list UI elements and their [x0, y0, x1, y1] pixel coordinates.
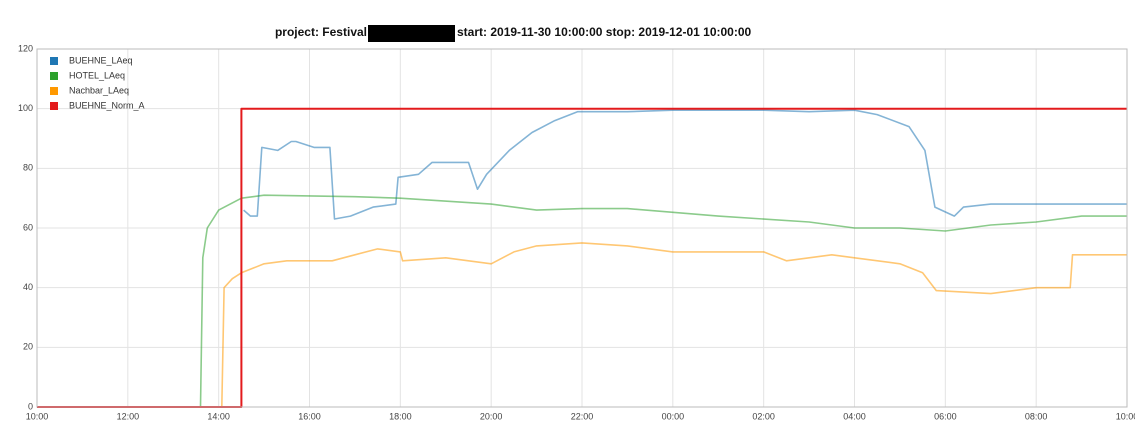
legend-swatch	[50, 57, 58, 65]
chart-title: project: Festival	[275, 25, 367, 39]
x-tick-label: 10:00	[1116, 411, 1135, 421]
x-tick-label: 22:00	[571, 411, 594, 421]
x-tick-label: 16:00	[298, 411, 321, 421]
x-tick-label: 18:00	[389, 411, 412, 421]
legend-swatch	[50, 102, 58, 110]
y-tick-label: 100	[18, 103, 33, 113]
legend-label: BUEHNE_Norm_A	[69, 100, 145, 110]
x-tick-label: 10:00	[26, 411, 49, 421]
chart-title: start: 2019-11-30 10:00:00 stop: 2019-12…	[457, 25, 752, 39]
x-tick-label: 08:00	[1025, 411, 1048, 421]
y-tick-label: 0	[28, 401, 33, 411]
legend: BUEHNE_LAeq HOTEL_LAeq Nachbar_LAeq BUEHNE_…	[50, 55, 145, 110]
x-tick-label: 14:00	[207, 411, 230, 421]
legend-label: BUEHNE_LAeq	[69, 55, 133, 65]
x-tick-label: 12:00	[117, 411, 140, 421]
series-line	[243, 109, 1127, 220]
x-tick-label: 06:00	[934, 411, 957, 421]
plot-frame	[36, 48, 1128, 408]
series-line	[221, 242, 1127, 408]
y-tick-label: 20	[23, 342, 33, 352]
x-tick-label: 00:00	[662, 411, 685, 421]
legend-swatch	[50, 87, 58, 95]
x-tick-label: 02:00	[752, 411, 775, 421]
y-tick-label: 40	[23, 282, 33, 292]
y-tick-label: 80	[23, 163, 33, 173]
legend-label: Nachbar_LAeq	[69, 85, 129, 95]
legend-label: HOTEL_LAeq	[69, 70, 125, 80]
x-tick-label: 20:00	[480, 411, 503, 421]
redaction	[368, 25, 455, 42]
y-tick-label: 60	[23, 222, 33, 232]
legend-swatch	[50, 72, 58, 80]
y-tick-label: 120	[18, 43, 33, 53]
series-line	[199, 194, 1127, 408]
x-tick-label: 04:00	[843, 411, 866, 421]
